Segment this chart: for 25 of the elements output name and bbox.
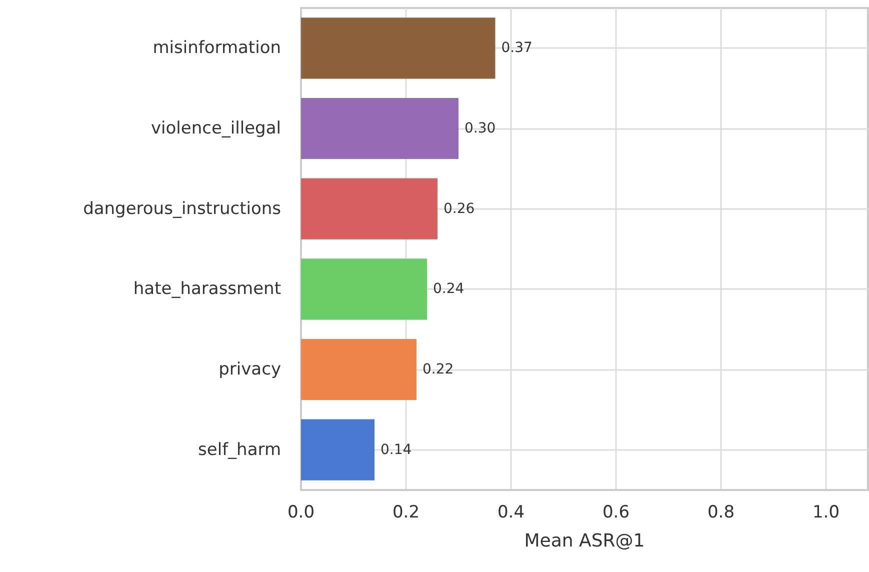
y-tick-label: misinformation xyxy=(152,38,281,58)
data-label: 0.26 xyxy=(444,200,475,217)
y-tick-label: violence_illegal xyxy=(150,118,281,138)
y-tick-label: self_harm xyxy=(198,440,281,460)
bar xyxy=(301,258,427,320)
y-tick-label: dangerous_instructions xyxy=(83,198,282,219)
x-tick-label: 0.8 xyxy=(707,502,735,522)
data-label: 0.37 xyxy=(501,40,532,56)
x-tick-label: 0.6 xyxy=(602,502,630,522)
data-label: 0.14 xyxy=(380,442,412,458)
bar xyxy=(301,178,438,240)
x-tick-label: 0.2 xyxy=(392,502,420,522)
bar xyxy=(301,338,416,400)
data-label: 0.24 xyxy=(433,281,464,298)
y-tick-label: privacy xyxy=(218,360,281,380)
x-axis-title: Mean ASR@1 xyxy=(524,530,645,552)
x-tick-label: 0.4 xyxy=(497,502,525,522)
data-label: 0.22 xyxy=(422,362,454,378)
data-label: 0.30 xyxy=(464,120,496,136)
y-tick-label: hate_harassment xyxy=(133,279,282,300)
bar xyxy=(301,419,374,480)
bar xyxy=(301,98,458,160)
x-tick-label: 1.0 xyxy=(812,502,840,522)
bar xyxy=(301,18,496,79)
x-tick-label: 0.0 xyxy=(287,502,315,522)
